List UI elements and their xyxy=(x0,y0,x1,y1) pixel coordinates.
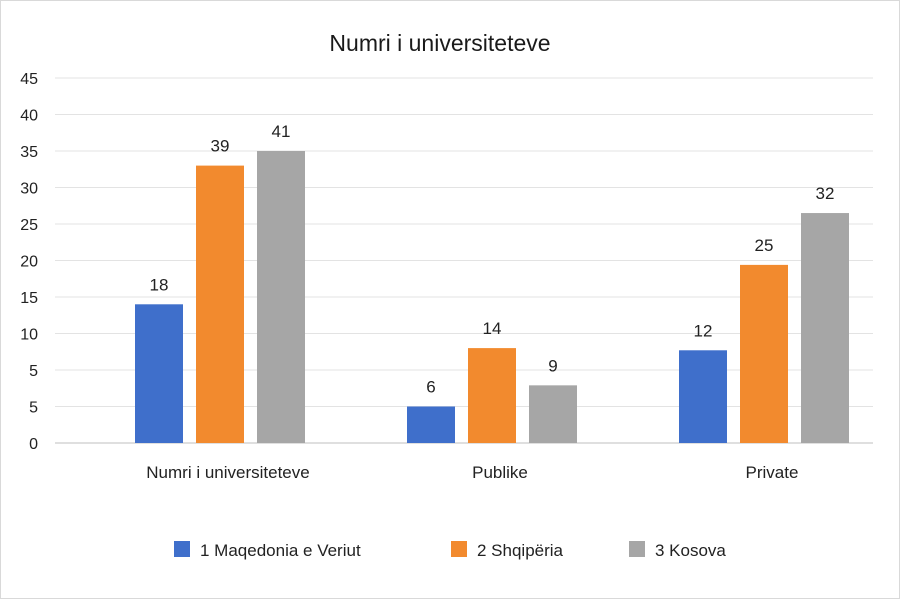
data-labels: 18 6 12 39 14 25 41 9 32 xyxy=(150,122,835,397)
bar xyxy=(135,304,183,443)
bar xyxy=(468,348,516,443)
category-labels: Numri i universiteteve Publike Private xyxy=(146,463,798,482)
data-label: 39 xyxy=(211,137,230,156)
legend-swatch xyxy=(451,541,467,557)
chart-title: Numri i universiteteve xyxy=(329,30,550,56)
category-label: Private xyxy=(746,463,799,482)
data-label: 32 xyxy=(816,184,835,203)
y-tick-label: 15 xyxy=(20,290,38,307)
data-label: 6 xyxy=(426,378,435,397)
bar xyxy=(801,213,849,443)
data-label: 12 xyxy=(694,321,713,340)
bars xyxy=(135,151,849,443)
y-tick-label: 30 xyxy=(20,181,38,198)
bar xyxy=(257,151,305,443)
data-label: 41 xyxy=(272,122,291,141)
y-tick-label: 35 xyxy=(20,144,38,161)
legend-swatch xyxy=(174,541,190,557)
category-label: Publike xyxy=(472,463,528,482)
bar xyxy=(529,385,577,443)
data-label: 25 xyxy=(755,236,774,255)
y-tick-label: 5 xyxy=(29,400,38,417)
bar xyxy=(740,264,788,443)
y-tick-label: 10 xyxy=(20,327,38,344)
data-label: 18 xyxy=(150,275,169,294)
y-tick-label: 0 xyxy=(29,436,38,453)
legend-label: 1 Maqedonia e Veriut xyxy=(200,541,361,560)
gridlines xyxy=(55,77,873,444)
y-tick-label: 25 xyxy=(20,217,38,234)
bar xyxy=(196,165,244,443)
bar xyxy=(407,406,455,443)
y-tick-label: 20 xyxy=(20,254,38,271)
legend-label: 2 Shqipëria xyxy=(477,541,564,560)
bar xyxy=(679,350,727,443)
legend-label: 3 Kosova xyxy=(655,541,726,560)
y-tick-label: 45 xyxy=(20,71,38,88)
y-axis-ticks: 0 5 5 10 15 20 25 30 35 40 45 xyxy=(20,71,38,453)
y-tick-label: 5 xyxy=(29,363,38,380)
y-tick-label: 40 xyxy=(20,108,38,125)
data-label: 9 xyxy=(548,356,557,375)
category-label: Numri i universiteteve xyxy=(146,463,309,482)
legend: 1 Maqedonia e Veriut 2 Shqipëria 3 Kosova xyxy=(174,541,726,560)
legend-swatch xyxy=(629,541,645,557)
data-label: 14 xyxy=(483,319,502,338)
